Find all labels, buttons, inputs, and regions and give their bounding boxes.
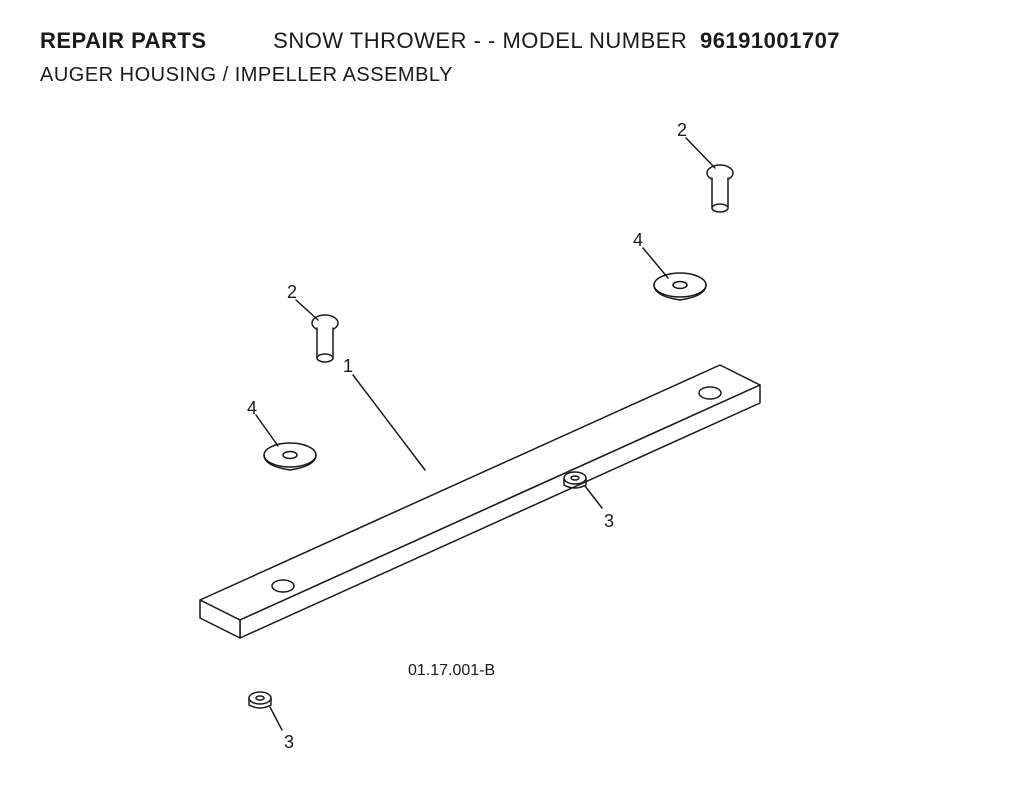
part-nut [249,692,271,708]
callout-number: 4 [633,230,643,251]
drawing-id: 01.17.001-B [408,662,495,680]
part-washer [654,273,706,300]
callout-number: 1 [343,356,353,377]
exploded-diagram [0,0,1024,792]
callout-number: 2 [287,282,297,303]
callout-number: 3 [604,511,614,532]
callout-number: 3 [284,732,294,753]
callout-number: 4 [247,398,257,419]
part-scraper-bar [200,365,760,638]
part-bolt [312,315,338,362]
callout-number: 2 [677,120,687,141]
part-washer [264,443,316,470]
part-bolt [707,165,733,212]
